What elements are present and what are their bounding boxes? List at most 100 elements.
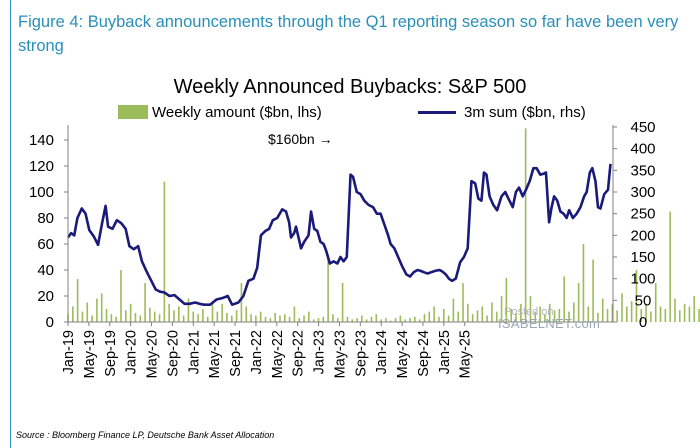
left-axis-tick-label: 140	[29, 132, 54, 149]
left-axis-tick-label: 120	[29, 158, 54, 175]
weekly-amount-bar	[279, 315, 281, 322]
weekly-amount-bar	[481, 306, 484, 322]
weekly-amount-bar	[115, 316, 117, 322]
weekly-amount-bar	[389, 320, 392, 322]
weekly-amount-bar	[582, 244, 585, 322]
weekly-amount-bar	[548, 303, 551, 322]
weekly-amount-bar	[452, 298, 455, 322]
weekly-amount-bar	[298, 318, 301, 322]
weekly-amount-bar	[414, 316, 416, 322]
weekly-amount-bar	[544, 314, 546, 322]
left-axis-tick-label: 100	[29, 184, 54, 201]
x-axis-tick-label: Sep-21	[228, 330, 244, 377]
weekly-amount-bar	[471, 314, 474, 322]
weekly-amount-bar	[134, 312, 137, 322]
right-axis-tick-label: 50	[635, 292, 652, 309]
weekly-amount-bar	[457, 311, 459, 322]
x-axis-tick-label: Jan-20	[124, 330, 140, 374]
weekly-amount-bar	[626, 306, 628, 322]
right-axis-tick-label: 250	[630, 206, 655, 223]
right-axis-tick-label: 200	[630, 227, 655, 244]
weekly-amount-bar	[100, 293, 103, 322]
weekly-amount-bar	[563, 276, 565, 322]
right-axis-tick-label: 100	[630, 271, 655, 288]
weekly-amount-bar	[91, 315, 93, 322]
legend-line-swatch	[418, 110, 456, 114]
weekly-amount-bar	[438, 316, 440, 322]
weekly-amount-bar	[380, 319, 382, 322]
weekly-amount-bar	[173, 310, 175, 322]
weekly-amount-bar	[505, 277, 508, 322]
weekly-amount-bar	[361, 315, 363, 322]
legend-bar-label: Weekly amount ($bn, lhs)	[152, 103, 322, 121]
legend-line-label: 3m sum ($bn, rhs)	[464, 103, 586, 121]
weekly-amount-bar	[669, 211, 671, 322]
left-axis-tick-label: 20	[37, 288, 54, 305]
weekly-amount-bar	[308, 311, 310, 322]
x-axis-tick-label: May-22	[270, 330, 286, 378]
weekly-amount-bar	[312, 319, 315, 322]
figure-title: Figure 4: Buyback announcements through …	[18, 13, 679, 55]
weekly-amount-bar	[149, 307, 151, 322]
weekly-amount-bar	[597, 312, 599, 322]
weekly-amount-bar	[698, 309, 700, 322]
x-axis-tick-label: Sep-22	[291, 330, 307, 377]
weekly-amount-bar	[433, 306, 435, 322]
weekly-amount-bar	[144, 283, 146, 322]
weekly-amount-bar	[250, 314, 252, 322]
weekly-amount-bar	[125, 310, 127, 322]
weekly-amount-bar	[616, 310, 618, 322]
x-axis-tick-label: Jan-25	[437, 330, 453, 374]
three-month-sum-line	[66, 163, 612, 306]
weekly-amount-bar	[235, 310, 238, 322]
legend-bars: Weekly amount ($bn, lhs)	[118, 102, 322, 122]
weekly-amount-bar	[178, 306, 180, 322]
weekly-amount-bar	[105, 309, 108, 322]
weekly-amount-bar	[520, 303, 522, 322]
weekly-amount-bar	[587, 306, 590, 322]
weekly-amount-bar	[221, 303, 223, 322]
x-axis-tick-label: Jan-22	[249, 330, 265, 374]
right-axis-tick-label: 450	[630, 119, 655, 136]
right-axis-tick-label: 300	[630, 184, 655, 201]
weekly-amount-bar	[654, 283, 657, 322]
weekly-amount-bar	[153, 311, 156, 322]
weekly-amount-bar	[168, 303, 170, 322]
weekly-amount-bar	[601, 298, 604, 322]
x-axis-tick-label: Jan-23	[312, 330, 328, 374]
weekly-amount-bar	[500, 296, 503, 322]
weekly-amount-bar	[515, 312, 517, 322]
weekly-amount-bar	[558, 309, 561, 322]
weekly-amount-bar	[226, 312, 228, 322]
weekly-amount-bar	[630, 301, 633, 322]
weekly-amount-bar	[693, 296, 696, 322]
weekly-amount-bar	[534, 311, 537, 322]
weekly-amount-bar	[611, 303, 614, 322]
weekly-amount-bar	[72, 306, 74, 322]
weekly-amount-bar	[163, 181, 166, 322]
weekly-amount-bar	[679, 310, 681, 322]
weekly-amount-bar	[211, 301, 214, 322]
weekly-amount-bar	[230, 315, 233, 322]
weekly-amount-bar	[640, 309, 643, 322]
x-axis-tick-label: May-25	[458, 330, 474, 378]
weekly-amount-bar	[96, 298, 98, 322]
right-axis-tick-label: 0	[639, 314, 647, 331]
weekly-amount-bar	[187, 298, 190, 322]
weekly-amount-bar	[577, 283, 580, 322]
weekly-amount-bar	[76, 279, 79, 322]
legend-line: 3m sum ($bn, rhs)	[418, 102, 586, 122]
x-axis-tick-label: Jan-21	[186, 330, 202, 374]
weekly-amount-bar	[462, 283, 464, 322]
weekly-amount-bar	[476, 310, 479, 322]
weekly-amount-bar	[539, 306, 541, 322]
weekly-amount-bar	[659, 306, 662, 322]
weekly-amount-bar	[202, 309, 204, 322]
watermark-line1: Posted on	[504, 306, 554, 318]
weekly-amount-bar	[245, 306, 248, 322]
weekly-amount-bar	[264, 316, 267, 322]
weekly-amount-bar	[592, 259, 594, 322]
weekly-amount-bar	[510, 309, 512, 322]
weekly-amount-bar	[158, 314, 161, 322]
weekly-amount-bar	[442, 309, 445, 322]
